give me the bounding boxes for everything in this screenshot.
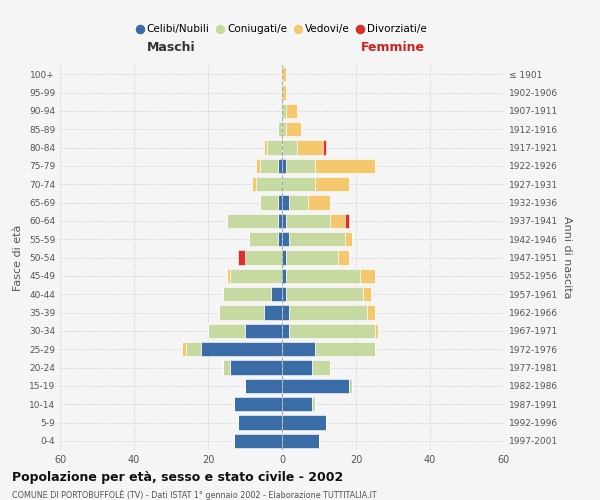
Bar [282, 214, 286, 228]
Bar [230, 360, 282, 374]
Bar [245, 378, 282, 393]
Bar [256, 158, 260, 173]
Bar [282, 397, 311, 411]
Bar [260, 158, 278, 173]
Bar [223, 287, 271, 302]
Bar [234, 434, 282, 448]
Bar [367, 306, 374, 320]
Bar [282, 268, 286, 283]
Bar [282, 378, 349, 393]
Bar [245, 250, 282, 264]
Bar [282, 122, 286, 136]
Bar [360, 268, 374, 283]
Bar [282, 104, 286, 118]
Bar [364, 287, 371, 302]
Bar [282, 342, 316, 356]
Bar [286, 250, 337, 264]
Bar [227, 214, 278, 228]
Bar [260, 196, 278, 209]
Bar [219, 306, 263, 320]
Bar [186, 342, 200, 356]
Bar [282, 434, 319, 448]
Bar [256, 177, 282, 192]
Bar [289, 232, 345, 246]
Bar [230, 268, 282, 283]
Bar [223, 360, 230, 374]
Bar [238, 250, 245, 264]
Bar [308, 196, 330, 209]
Bar [316, 158, 374, 173]
Bar [245, 324, 282, 338]
Bar [278, 232, 282, 246]
Bar [345, 232, 352, 246]
Bar [267, 140, 282, 154]
Bar [182, 342, 186, 356]
Bar [286, 214, 330, 228]
Bar [286, 268, 360, 283]
Bar [271, 287, 282, 302]
Bar [249, 232, 278, 246]
Text: COMUNE DI PORTOBUFFOLÈ (TV) - Dati ISTAT 1° gennaio 2002 - Elaborazione TUTTITAL: COMUNE DI PORTOBUFFOLÈ (TV) - Dati ISTAT… [12, 489, 377, 500]
Bar [278, 214, 282, 228]
Bar [282, 158, 286, 173]
Bar [286, 122, 301, 136]
Bar [282, 86, 286, 100]
Bar [282, 250, 286, 264]
Bar [282, 306, 289, 320]
Bar [349, 378, 352, 393]
Bar [286, 158, 316, 173]
Y-axis label: Fasce di età: Fasce di età [13, 224, 23, 290]
Text: Maschi: Maschi [146, 41, 196, 54]
Bar [337, 250, 349, 264]
Bar [278, 196, 282, 209]
Bar [345, 214, 349, 228]
Bar [208, 324, 245, 338]
Bar [374, 324, 378, 338]
Bar [282, 287, 286, 302]
Bar [234, 397, 282, 411]
Bar [330, 214, 345, 228]
Bar [200, 342, 282, 356]
Text: Femmine: Femmine [361, 41, 425, 54]
Bar [289, 196, 308, 209]
Bar [263, 306, 282, 320]
Bar [297, 140, 323, 154]
Y-axis label: Anni di nascita: Anni di nascita [562, 216, 572, 298]
Bar [278, 158, 282, 173]
Bar [316, 177, 349, 192]
Bar [289, 324, 374, 338]
Bar [286, 104, 297, 118]
Bar [286, 287, 364, 302]
Bar [289, 306, 367, 320]
Bar [253, 177, 256, 192]
Bar [282, 177, 316, 192]
Bar [278, 122, 282, 136]
Bar [316, 342, 374, 356]
Bar [282, 232, 289, 246]
Text: Popolazione per età, sesso e stato civile - 2002: Popolazione per età, sesso e stato civil… [12, 471, 343, 484]
Bar [238, 416, 282, 430]
Bar [282, 416, 326, 430]
Bar [311, 360, 330, 374]
Bar [263, 140, 267, 154]
Bar [282, 67, 286, 82]
Bar [311, 397, 316, 411]
Legend: Celibi/Nubili, Coniugati/e, Vedovi/e, Divorziati/e: Celibi/Nubili, Coniugati/e, Vedovi/e, Di… [133, 20, 431, 38]
Bar [323, 140, 326, 154]
Bar [282, 140, 297, 154]
Bar [282, 324, 289, 338]
Bar [282, 196, 289, 209]
Bar [282, 360, 311, 374]
Bar [227, 268, 230, 283]
